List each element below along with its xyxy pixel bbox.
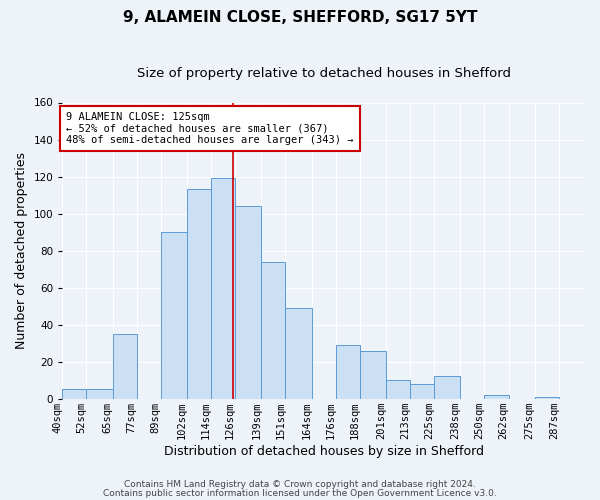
- Bar: [286, 308, 311, 398]
- Bar: [235, 206, 262, 398]
- Bar: [484, 395, 509, 398]
- Text: Contains HM Land Registry data © Crown copyright and database right 2024.: Contains HM Land Registry data © Crown c…: [124, 480, 476, 489]
- Bar: [62, 390, 86, 398]
- Bar: [211, 178, 235, 398]
- Bar: [262, 262, 286, 398]
- Text: 9 ALAMEIN CLOSE: 125sqm
← 52% of detached houses are smaller (367)
48% of semi-d: 9 ALAMEIN CLOSE: 125sqm ← 52% of detache…: [67, 112, 354, 145]
- Bar: [386, 380, 410, 398]
- Bar: [161, 232, 187, 398]
- Bar: [336, 345, 360, 399]
- X-axis label: Distribution of detached houses by size in Shefford: Distribution of detached houses by size …: [164, 444, 484, 458]
- Text: 9, ALAMEIN CLOSE, SHEFFORD, SG17 5YT: 9, ALAMEIN CLOSE, SHEFFORD, SG17 5YT: [123, 10, 477, 25]
- Text: Contains public sector information licensed under the Open Government Licence v3: Contains public sector information licen…: [103, 489, 497, 498]
- Bar: [360, 350, 386, 399]
- Bar: [187, 190, 211, 398]
- Bar: [86, 390, 113, 398]
- Y-axis label: Number of detached properties: Number of detached properties: [15, 152, 28, 349]
- Bar: [113, 334, 137, 398]
- Bar: [535, 397, 559, 398]
- Title: Size of property relative to detached houses in Shefford: Size of property relative to detached ho…: [137, 68, 511, 80]
- Bar: [410, 384, 434, 398]
- Bar: [434, 376, 460, 398]
